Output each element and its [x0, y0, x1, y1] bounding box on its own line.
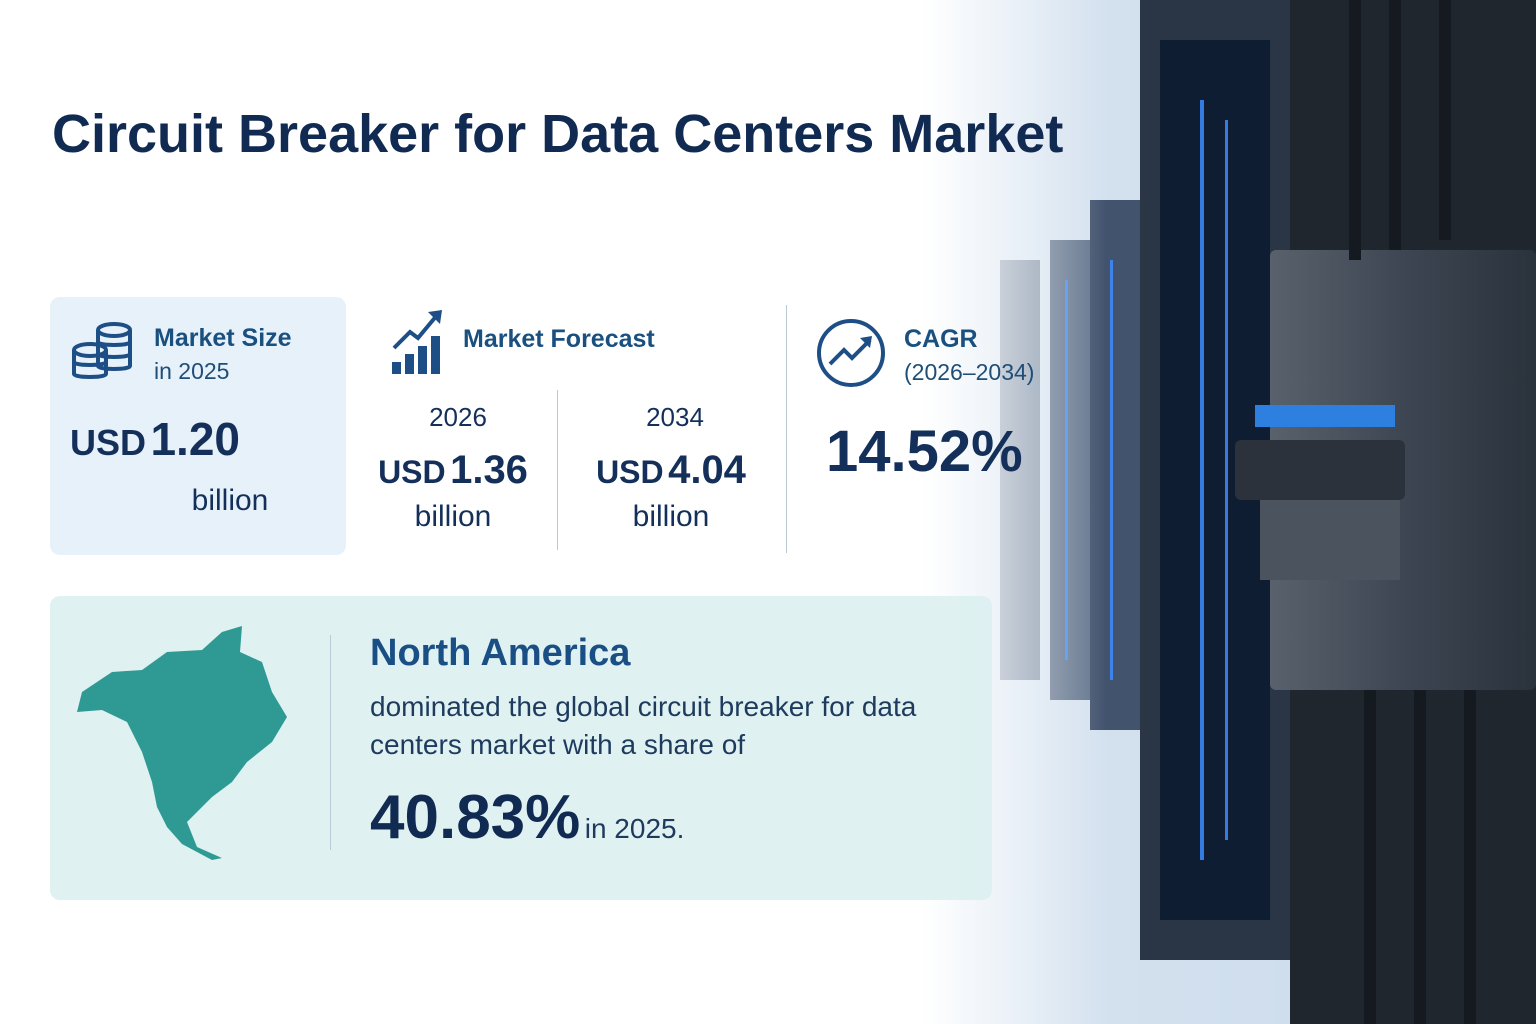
- unit: billion: [414, 500, 492, 533]
- amount: 4.04: [668, 448, 746, 492]
- share-line: 40.83% in 2025.: [370, 782, 684, 853]
- map-icon: [77, 626, 287, 860]
- unit: billion: [632, 500, 710, 533]
- label: Market Forecast: [463, 325, 655, 353]
- cagr-value: 14.52%: [826, 419, 1023, 484]
- sublabel: in 2025: [154, 358, 230, 384]
- title: Circuit Breaker for Data Centers Market: [52, 104, 1064, 164]
- currency: USD: [596, 454, 664, 490]
- coins-icon: [72, 322, 132, 379]
- region-text: dominated the global circuit breaker for…: [370, 691, 917, 760]
- growth-icon: [817, 319, 885, 387]
- value: USD 4.04: [571, 448, 771, 493]
- amount: 1.36: [450, 448, 528, 492]
- currency: USD: [70, 422, 147, 463]
- divider: [786, 305, 787, 553]
- label: Market Size: [154, 324, 292, 352]
- currency: USD: [378, 454, 446, 490]
- suffix: in 2025.: [584, 813, 685, 844]
- share: 40.83%: [370, 783, 581, 852]
- value: USD 1.20: [70, 412, 240, 466]
- divider: [557, 390, 558, 550]
- period: (2026–2034): [904, 359, 1035, 385]
- amount: 1.20: [150, 413, 240, 465]
- value: USD 1.36: [353, 448, 553, 493]
- divider: [330, 635, 331, 850]
- unit: billion: [191, 484, 269, 517]
- year: 2034: [646, 402, 704, 432]
- label: CAGR: [904, 325, 978, 353]
- region-name: North America: [370, 632, 631, 674]
- year: 2026: [429, 402, 487, 432]
- chart-icon: [392, 310, 442, 374]
